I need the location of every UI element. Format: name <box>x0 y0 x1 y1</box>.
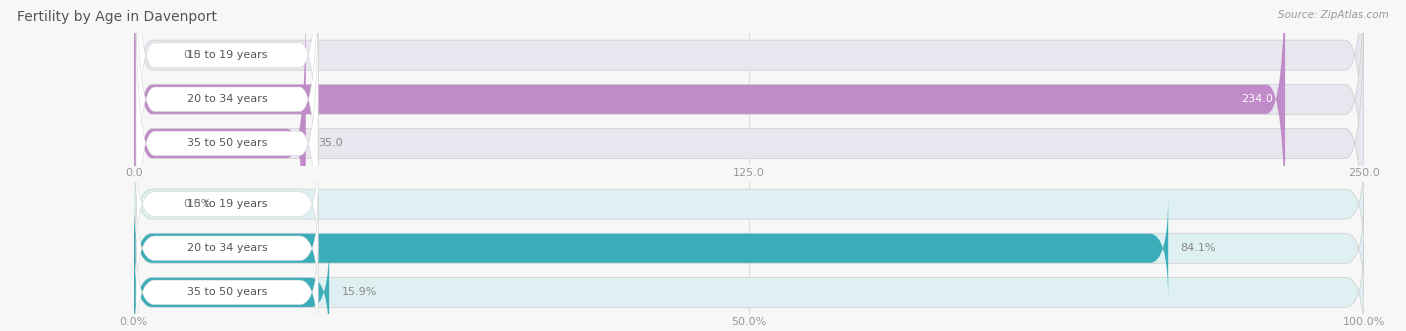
FancyBboxPatch shape <box>134 197 1364 300</box>
FancyBboxPatch shape <box>136 194 318 302</box>
FancyBboxPatch shape <box>136 150 318 258</box>
Text: 15 to 19 years: 15 to 19 years <box>187 199 267 209</box>
FancyBboxPatch shape <box>134 0 1285 250</box>
FancyBboxPatch shape <box>136 239 318 331</box>
FancyBboxPatch shape <box>136 0 318 297</box>
FancyBboxPatch shape <box>134 153 1364 255</box>
FancyBboxPatch shape <box>134 0 1364 250</box>
Text: 15.9%: 15.9% <box>342 287 377 297</box>
Text: 35 to 50 years: 35 to 50 years <box>187 138 267 148</box>
Text: 20 to 34 years: 20 to 34 years <box>187 94 267 104</box>
Text: 234.0: 234.0 <box>1241 94 1272 104</box>
Text: 0.0%: 0.0% <box>183 199 211 209</box>
FancyBboxPatch shape <box>134 0 1364 294</box>
FancyBboxPatch shape <box>134 241 1364 331</box>
Text: Source: ZipAtlas.com: Source: ZipAtlas.com <box>1278 10 1389 20</box>
Text: 15 to 19 years: 15 to 19 years <box>187 50 267 60</box>
FancyBboxPatch shape <box>134 0 1364 206</box>
FancyBboxPatch shape <box>134 197 1168 300</box>
Text: 35.0: 35.0 <box>318 138 343 148</box>
FancyBboxPatch shape <box>136 0 318 253</box>
Text: 20 to 34 years: 20 to 34 years <box>187 243 267 253</box>
Text: Fertility by Age in Davenport: Fertility by Age in Davenport <box>17 10 217 24</box>
FancyBboxPatch shape <box>134 0 307 294</box>
FancyBboxPatch shape <box>134 241 329 331</box>
FancyBboxPatch shape <box>136 0 318 208</box>
Text: 35 to 50 years: 35 to 50 years <box>187 287 267 297</box>
Text: 0.0: 0.0 <box>183 50 201 60</box>
Text: 84.1%: 84.1% <box>1181 243 1216 253</box>
